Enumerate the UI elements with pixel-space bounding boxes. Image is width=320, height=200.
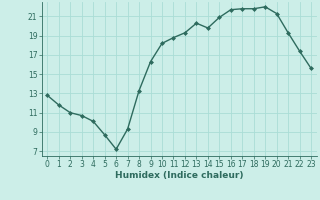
X-axis label: Humidex (Indice chaleur): Humidex (Indice chaleur) [115,171,244,180]
